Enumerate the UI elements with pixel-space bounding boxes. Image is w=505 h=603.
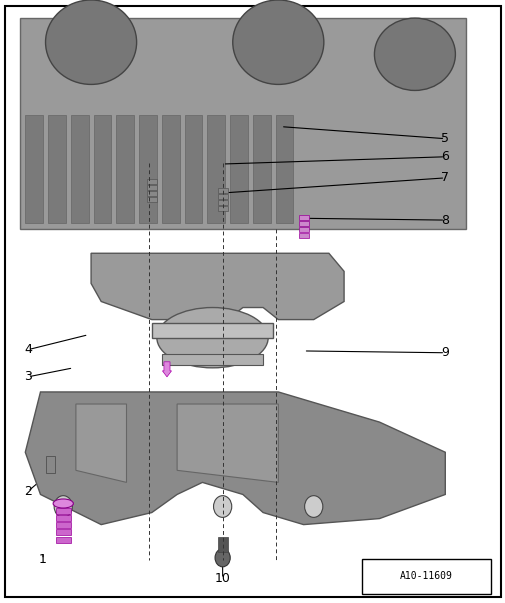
Polygon shape xyxy=(91,253,343,320)
Bar xyxy=(217,200,227,205)
Text: 5: 5 xyxy=(440,132,448,145)
Bar xyxy=(146,185,157,190)
Bar xyxy=(146,197,157,202)
Bar xyxy=(207,115,225,223)
Bar xyxy=(116,115,134,223)
Circle shape xyxy=(215,549,230,567)
Bar xyxy=(56,515,71,521)
Bar xyxy=(252,115,270,223)
Ellipse shape xyxy=(53,499,73,508)
Polygon shape xyxy=(76,404,126,482)
Bar xyxy=(93,115,111,223)
Ellipse shape xyxy=(232,0,323,84)
Text: 4: 4 xyxy=(24,343,32,356)
Text: 9: 9 xyxy=(440,346,448,359)
Bar xyxy=(139,115,157,223)
Bar xyxy=(230,115,247,223)
Text: 2: 2 xyxy=(24,485,32,498)
Bar xyxy=(152,323,273,338)
Bar xyxy=(56,529,71,535)
Bar xyxy=(56,508,71,514)
Text: 3: 3 xyxy=(24,370,32,384)
Bar xyxy=(184,115,202,223)
Polygon shape xyxy=(177,404,278,482)
Bar xyxy=(162,115,179,223)
Text: 1: 1 xyxy=(39,553,47,566)
Circle shape xyxy=(213,496,231,517)
Text: 7: 7 xyxy=(440,171,448,185)
Bar xyxy=(56,537,71,543)
Bar xyxy=(25,115,43,223)
Bar xyxy=(298,221,308,226)
Text: A10-11609: A10-11609 xyxy=(399,572,452,581)
Ellipse shape xyxy=(157,308,268,368)
FancyArrow shape xyxy=(162,362,171,377)
Bar xyxy=(298,227,308,232)
Bar xyxy=(298,215,308,220)
Bar xyxy=(45,456,55,473)
Ellipse shape xyxy=(45,0,136,84)
Bar xyxy=(217,537,227,552)
Text: 10: 10 xyxy=(214,572,230,586)
Bar xyxy=(217,194,227,199)
Bar xyxy=(48,115,66,223)
Polygon shape xyxy=(25,392,444,525)
Circle shape xyxy=(54,496,72,517)
Circle shape xyxy=(304,496,322,517)
Bar xyxy=(71,115,88,223)
Bar xyxy=(275,115,293,223)
Ellipse shape xyxy=(374,18,454,90)
Bar xyxy=(146,191,157,196)
FancyBboxPatch shape xyxy=(361,559,490,594)
Bar xyxy=(146,179,157,184)
Bar xyxy=(217,188,227,193)
Bar xyxy=(162,354,263,365)
Text: 8: 8 xyxy=(440,213,448,227)
FancyBboxPatch shape xyxy=(20,18,465,229)
Bar xyxy=(56,522,71,528)
Bar xyxy=(217,206,227,211)
Bar xyxy=(298,233,308,238)
Text: 6: 6 xyxy=(440,150,448,163)
